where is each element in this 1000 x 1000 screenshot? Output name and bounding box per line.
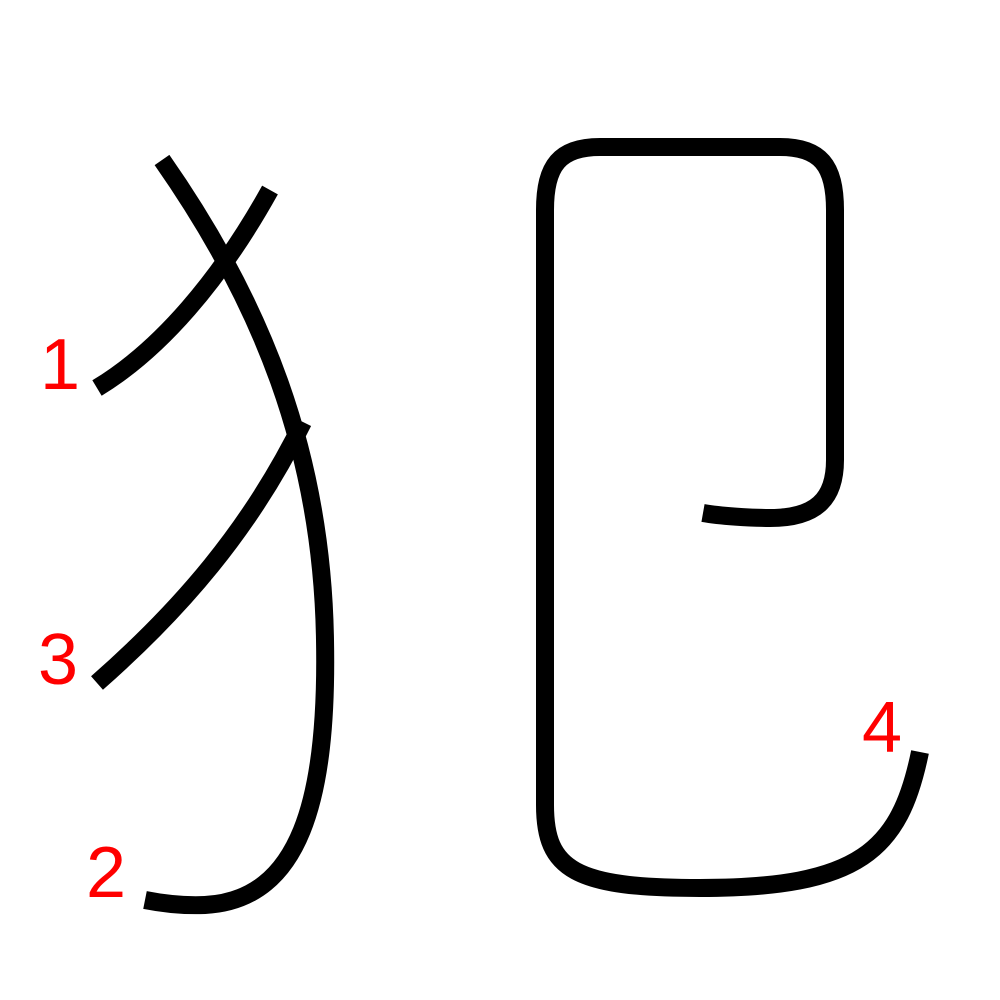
stroke-1 bbox=[92, 185, 278, 396]
stroke-3 bbox=[91, 418, 312, 690]
stroke-2 bbox=[143, 154, 335, 915]
stroke-label-3: 3 bbox=[38, 620, 78, 700]
stroke-4 bbox=[536, 138, 929, 897]
stroke-label-1: 1 bbox=[40, 325, 80, 405]
stroke-label-4: 4 bbox=[862, 688, 902, 768]
stroke-label-2: 2 bbox=[86, 833, 126, 913]
